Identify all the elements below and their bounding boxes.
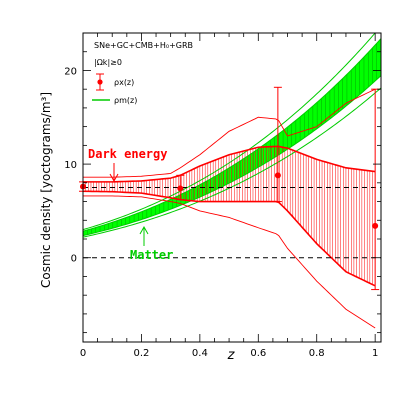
y-axis-label: Cosmic density [yoctograms/m³] [39,92,53,288]
band-layer [83,38,381,286]
x-tick-label: 0.6 [250,348,266,359]
y-tick-label: 0 [71,254,77,265]
matter-inner-lower-line [83,75,381,237]
matter-band-fill [83,38,381,236]
dark-energy-inner-upper-line [83,145,376,183]
annotation-dark-energy-arrow [109,163,119,183]
legend-dark-energy-label: ρx(z) [114,78,134,87]
x-tick-label: 0.4 [192,348,208,359]
matter-outer-lower-line [83,87,381,238]
dark-energy-inner-lower-line [83,190,376,287]
matter-outer-upper-line [83,33,376,231]
x-tick-label: 1 [372,348,378,359]
annotation-dark-energy: Dark energy [88,147,167,161]
line-layer [83,33,381,329]
dark-energy-point [177,185,184,192]
plot-frame [82,32,382,343]
annotation-matter-arrow [139,225,149,246]
y-tick-label: 20 [64,66,77,77]
dark-energy-outer-upper-line [83,88,376,178]
legend-dark-energy-marker [96,73,104,91]
legend-header: SNe+GC+CMB+H₀+GRB [94,41,193,50]
legend-matter-label: ρm(z) [114,96,137,105]
y-tick-label: 10 [64,160,77,171]
legend-subheader: |Ωk|≥0 [94,58,122,67]
x-tick-label: 0.8 [309,348,325,359]
dark-energy-outer-lower-line [83,195,376,329]
annotation-matter: Matter [130,248,173,262]
dark-energy-point [372,222,379,229]
plot-border [82,32,382,343]
dark-energy-point [274,172,281,179]
x-tick-label: 0.2 [133,348,149,359]
x-tick-label: 0 [80,348,86,359]
x-axis-label: z [227,348,236,363]
ticks-layer [82,32,381,342]
matter-inner-upper-line [83,38,381,232]
